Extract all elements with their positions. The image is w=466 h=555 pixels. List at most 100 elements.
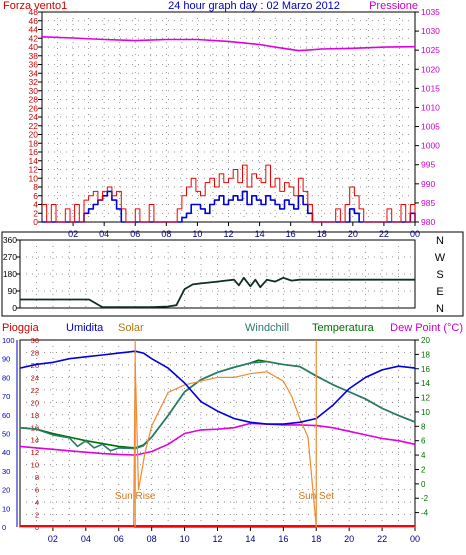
wind-axis-label: Forza vento1 [3, 0, 67, 12]
temp-ytick-label: 18 [421, 350, 430, 359]
wind-xtick-label: 08 [161, 229, 171, 239]
wind-ytick-label: 42 [29, 33, 39, 43]
rain-ytick-label: 22 [31, 386, 39, 395]
temp-ytick-label: 14 [421, 379, 430, 388]
humidity-ytick-label: 10 [2, 504, 10, 513]
temp-xtick-label: 06 [114, 534, 124, 544]
rain-ytick-label: 18 [31, 411, 39, 420]
wind-ytick-label: 22 [29, 121, 39, 131]
pressure-ytick-label: 1035 [421, 7, 440, 17]
temp-ytick-label: 16 [421, 365, 430, 374]
wind-ytick-label: 14 [29, 156, 39, 166]
wind-ytick-label: 26 [29, 103, 39, 113]
wind-ytick-label: 36 [29, 60, 39, 70]
dewpoint-line [19, 422, 416, 456]
temp-xtick-label: 16 [278, 534, 288, 544]
wind-ytick-label: 32 [29, 77, 39, 87]
compass-label: N [436, 235, 444, 247]
wind-ytick-label: 40 [29, 42, 39, 52]
windchill-line [19, 360, 416, 452]
temp-xtick-label: 12 [212, 534, 222, 544]
wind-xtick-label: 00 [410, 229, 420, 239]
direction-ytick-label: 90 [8, 286, 18, 296]
pressure-ytick-label: 995 [421, 160, 435, 170]
direction-ytick-label: 180 [3, 269, 17, 279]
rain-ytick-label: 14 [31, 436, 39, 445]
pressure-axis-label: Pressione [369, 0, 418, 12]
humidity-label: Umidita [66, 322, 104, 334]
humidity-ytick-label: 100 [2, 336, 15, 345]
pressure-line [41, 36, 416, 52]
solar-line [20, 361, 415, 528]
wind-ytick-label: 48 [29, 7, 39, 17]
temp-ytick-label: 8 [421, 422, 426, 431]
wind-xtick-label: 12 [223, 229, 233, 239]
pressure-ytick-label: 1020 [421, 64, 440, 74]
wind-ytick-label: 0 [33, 217, 38, 227]
temp-ytick-label: 4 [421, 451, 426, 460]
rain-ytick-label: 6 [35, 486, 39, 495]
temp-ytick-label: 12 [421, 394, 430, 403]
pressure-ytick-label: 980 [421, 217, 435, 227]
temp-xtick-label: 14 [245, 534, 255, 544]
temp-ytick-label: 6 [421, 437, 426, 446]
pressure-ytick-label: 1010 [421, 102, 440, 112]
rain-ytick-label: 24 [31, 373, 39, 382]
humidity-ytick-label: 70 [2, 392, 10, 401]
temp-xtick-label: 18 [311, 534, 321, 544]
solar-label: Solar [118, 322, 144, 334]
direction-ytick-label: 270 [3, 252, 17, 262]
wind-xtick-label: 04 [99, 229, 109, 239]
wind-ytick-label: 12 [29, 165, 39, 175]
temp-ytick-label: 2 [421, 465, 426, 474]
temp-ytick-label: -2 [421, 494, 429, 503]
rain-ytick-label: 20 [31, 398, 39, 407]
wind-ytick-label: 6 [33, 191, 38, 201]
pressure-ytick-label: 985 [421, 198, 435, 208]
temp-ytick-label: 0 [421, 480, 426, 489]
wind-ytick-label: 10 [29, 173, 39, 183]
windchill-label: Windchill [245, 322, 289, 334]
wind-xtick-label: 22 [379, 229, 389, 239]
temp-xtick-label: 20 [344, 534, 354, 544]
sunrise-label: Sun Rise [115, 491, 156, 502]
wind-ytick-label: 30 [29, 86, 39, 96]
humidity-ytick-label: 60 [2, 411, 10, 420]
temp-ytick-label: -4 [421, 509, 429, 518]
rain-ytick-label: 2 [35, 511, 39, 520]
direction-ytick-label: 0 [12, 303, 17, 313]
pressure-ytick-label: 1005 [421, 122, 440, 132]
wind-direction-line [20, 276, 415, 308]
pressure-ytick-label: 990 [421, 179, 435, 189]
humidity-ytick-label: 40 [2, 448, 10, 457]
wind-ytick-label: 34 [29, 68, 39, 78]
rain-ytick-label: 16 [31, 423, 39, 432]
temp-xtick-label: 08 [147, 534, 157, 544]
direction-ytick-label: 360 [3, 235, 17, 245]
temp-xtick-label: 02 [48, 534, 58, 544]
rain-ytick-label: 12 [31, 448, 39, 457]
rain-label: Pioggia [2, 322, 40, 334]
wind-xtick-label: 06 [130, 229, 140, 239]
rain-ytick-label: 28 [31, 348, 39, 357]
pressure-ytick-label: 1015 [421, 83, 440, 93]
rain-ytick-label: 8 [35, 473, 39, 482]
temp-ytick-label: 20 [421, 336, 430, 345]
wind-ytick-label: 44 [29, 25, 39, 35]
temperature-label: Temperatura [312, 322, 375, 334]
pressure-ytick-label: 1030 [421, 26, 440, 36]
humidity-line [19, 350, 416, 425]
compass-label: S [436, 269, 443, 281]
wind-gust-line [42, 164, 416, 223]
compass-label: W [435, 252, 446, 264]
wind-xtick-label: 18 [317, 229, 327, 239]
wind-ytick-label: 38 [29, 51, 39, 61]
wind-xtick-label: 14 [255, 229, 265, 239]
humidity-ytick-label: 30 [2, 467, 10, 476]
pressure-ytick-label: 1025 [421, 45, 440, 55]
temp-xtick-label: 00 [410, 534, 420, 544]
wind-ytick-label: 28 [29, 95, 39, 105]
wind-ytick-label: 16 [29, 147, 39, 157]
graph-title: 24 hour graph day : 02 Marzo 2012 [168, 0, 340, 12]
